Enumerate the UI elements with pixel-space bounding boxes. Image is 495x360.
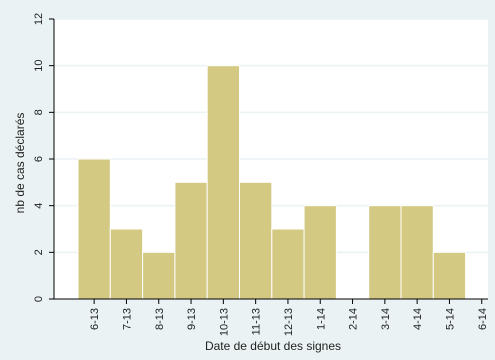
x-tick-label: 4-14 bbox=[412, 308, 424, 330]
bar-5-14 bbox=[432, 251, 467, 300]
x-tick-label: 7-13 bbox=[121, 308, 133, 330]
bar-7-13 bbox=[109, 228, 144, 300]
y-tick-label: 6 bbox=[33, 156, 45, 162]
x-tick-label: 8-13 bbox=[154, 308, 166, 330]
x-tick-label: 10-13 bbox=[218, 308, 230, 336]
bar-8-13 bbox=[142, 251, 176, 300]
x-axis-label: Date de début des signes bbox=[205, 339, 341, 353]
x-tick-label: 9-13 bbox=[186, 308, 198, 330]
x-tick-label: 2-14 bbox=[348, 308, 360, 330]
bar-4-14 bbox=[400, 205, 434, 300]
bar-3-14 bbox=[368, 205, 402, 300]
y-tick-label: 10 bbox=[33, 60, 45, 72]
y-tick-label: 4 bbox=[33, 203, 45, 209]
x-tick-label: 6-14 bbox=[477, 308, 489, 330]
x-ticks: 6-13 7-13 8-13 9-13 10-13 11-13 12-13 1-14 2-14 3… bbox=[89, 299, 489, 336]
x-tick-label: 11-13 bbox=[251, 308, 263, 335]
bar-6-13 bbox=[77, 158, 111, 300]
bars bbox=[77, 65, 467, 300]
bar-1-14 bbox=[303, 205, 337, 300]
y-tick-label: 0 bbox=[33, 296, 45, 302]
y-tick-label: 12 bbox=[33, 13, 45, 25]
x-tick-label: 12-13 bbox=[283, 308, 295, 336]
y-tick-label: 2 bbox=[33, 249, 45, 255]
x-tick-label: 1-14 bbox=[315, 308, 327, 330]
bar-9-13 bbox=[174, 181, 208, 300]
x-tick-label: 3-14 bbox=[380, 308, 392, 330]
y-axis-label: nb de cas déclarés bbox=[13, 113, 27, 214]
bar-10-13 bbox=[206, 65, 240, 300]
y-tick-label: 8 bbox=[33, 109, 45, 115]
bar-11-13 bbox=[239, 181, 273, 300]
x-tick-label: 5-14 bbox=[444, 308, 456, 330]
x-tick-label: 6-13 bbox=[89, 308, 101, 330]
y-ticks: 0 2 4 6 8 10 12 bbox=[33, 13, 54, 302]
bar-12-13 bbox=[271, 228, 305, 300]
